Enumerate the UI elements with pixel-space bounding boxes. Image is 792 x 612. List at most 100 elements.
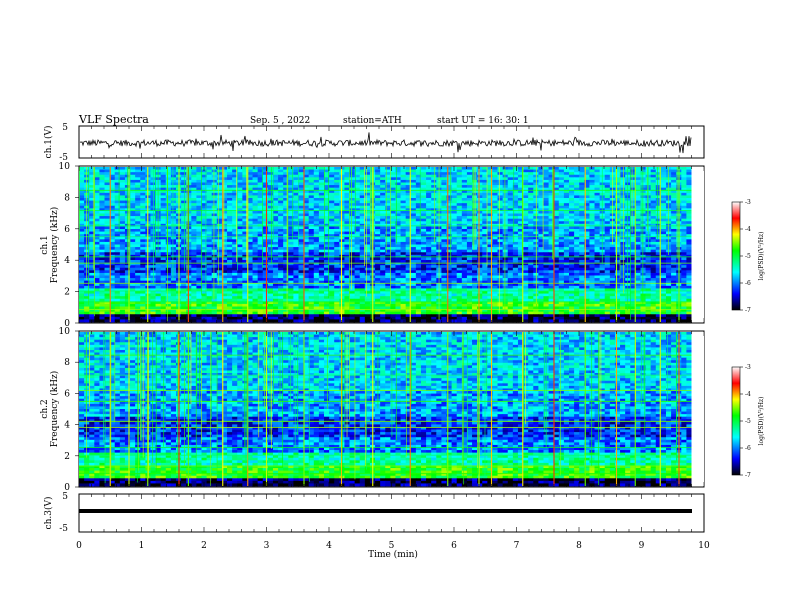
- spectrogram-cell: [354, 167, 361, 170]
- spectrogram-cell: [461, 234, 468, 238]
- spectrogram-cell: [191, 200, 197, 204]
- spectrogram-cell: [650, 205, 657, 209]
- spectrogram-cell: [344, 179, 350, 183]
- spectrogram-cell: [318, 272, 325, 276]
- spectrogram-cell: [548, 216, 555, 220]
- spectrogram-cell: [165, 200, 172, 204]
- spectrogram-cell: [538, 270, 544, 274]
- spectrogram-cell: [543, 241, 549, 245]
- spectrogram-cell: [196, 229, 202, 232]
- spectrogram-cell: [405, 210, 412, 214]
- spectrogram-cell: [186, 241, 192, 245]
- spectrogram-cell: [553, 262, 560, 266]
- spectrogram-cell: [288, 262, 294, 266]
- spectrogram-cell: [140, 265, 146, 269]
- spectrogram-cell: [548, 249, 555, 253]
- spectrogram-cell: [267, 187, 274, 191]
- spectrogram-cell: [380, 254, 386, 258]
- spectrogram-cell: [380, 221, 386, 225]
- spectrogram-cell: [466, 185, 473, 189]
- spectrogram-cell: [94, 262, 100, 266]
- spectrogram-cell: [569, 262, 575, 266]
- spectrogram-cell: [492, 190, 498, 194]
- spectrogram-cell: [497, 190, 504, 194]
- spectrogram-cell: [206, 185, 213, 189]
- spectrogram-cell: [89, 239, 95, 243]
- spectrogram-cell: [385, 177, 391, 181]
- spectrogram-cell: [380, 198, 386, 201]
- spectrogram-cell: [272, 167, 279, 170]
- spectrogram-cell: [517, 244, 524, 248]
- spectrogram-cell: [477, 239, 483, 243]
- spectrogram-cell: [620, 254, 626, 258]
- spectrogram-cell: [99, 257, 105, 261]
- spectrogram-cell: [594, 187, 601, 191]
- spectrogram-cell: [339, 200, 345, 204]
- spectrogram-cell: [410, 229, 417, 232]
- spectrogram-cell: [99, 177, 105, 181]
- spectrogram-cell: [528, 244, 534, 248]
- spectrogram-cell: [380, 260, 386, 263]
- spectrogram-cell: [426, 203, 432, 207]
- spectrogram-cell: [446, 190, 452, 194]
- spectrogram-cell: [492, 192, 498, 196]
- spectrogram-cell: [227, 244, 233, 248]
- spectrogram-cell: [104, 270, 111, 274]
- spectrogram-cell: [502, 174, 509, 178]
- spectrogram-cell: [604, 265, 611, 269]
- spectrogram-cell: [426, 190, 432, 194]
- spectrogram-cell: [446, 231, 452, 235]
- spectrogram-cell: [104, 252, 111, 256]
- spectrogram-cell: [620, 267, 626, 271]
- spectrogram-cell: [237, 252, 243, 256]
- spectrogram-cell: [492, 169, 498, 173]
- spectrogram-cell: [364, 216, 371, 220]
- spectrogram-cell: [543, 229, 549, 232]
- spectrogram-cell: [415, 221, 422, 225]
- spectrogram-cell: [364, 190, 371, 194]
- spectrogram-cell: [89, 221, 95, 225]
- spectrogram-cell: [349, 229, 356, 232]
- spectrogram-cell: [686, 177, 692, 181]
- spectrogram-cell: [130, 179, 136, 183]
- spectrogram-cell: [400, 187, 407, 191]
- spectrogram-cell: [216, 174, 223, 178]
- spectrogram-cell: [635, 185, 641, 189]
- spectrogram-cell: [186, 252, 192, 256]
- spectrogram-cell: [625, 223, 631, 227]
- spectrogram-cell: [451, 195, 458, 199]
- spectrogram-cell: [191, 198, 197, 201]
- spectrogram-cell: [237, 169, 243, 173]
- spectrogram-cell: [558, 267, 565, 271]
- spectrogram-cell: [247, 257, 253, 261]
- spectrogram-cell: [630, 252, 636, 256]
- spectrogram-cell: [574, 218, 580, 222]
- spectrogram-cell: [196, 198, 202, 201]
- spectrogram-cell: [426, 241, 432, 245]
- spectrogram-cell: [186, 272, 192, 276]
- spectrogram-cell: [272, 216, 279, 220]
- spectrogram-cell: [252, 252, 259, 256]
- spectrogram-cell: [635, 267, 641, 271]
- spectrogram-cell: [303, 218, 310, 222]
- spectrogram-cell: [247, 265, 253, 269]
- spectrogram-cell: [466, 254, 473, 258]
- spectrogram-cell: [482, 247, 488, 251]
- spectrogram-cell: [237, 270, 243, 274]
- spectrogram-cell: [221, 208, 228, 212]
- spectrogram-cell: [380, 190, 386, 194]
- spectrogram-cell: [216, 241, 223, 245]
- spectrogram-cell: [431, 195, 437, 199]
- spectrogram-cell: [686, 179, 692, 183]
- spectrogram-cell: [410, 205, 417, 209]
- spectrogram-cell: [655, 182, 662, 186]
- spectrogram-cell: [477, 249, 483, 253]
- spectrogram-cell: [181, 231, 187, 235]
- spectrogram-cell: [181, 247, 187, 251]
- spectrogram-cell: [298, 257, 304, 261]
- spectrogram-cell: [604, 234, 611, 238]
- spectrogram-cell: [446, 205, 452, 209]
- spectrogram-cell: [344, 221, 350, 225]
- spectrogram-cell: [89, 270, 95, 274]
- spectrogram-cell: [472, 270, 478, 274]
